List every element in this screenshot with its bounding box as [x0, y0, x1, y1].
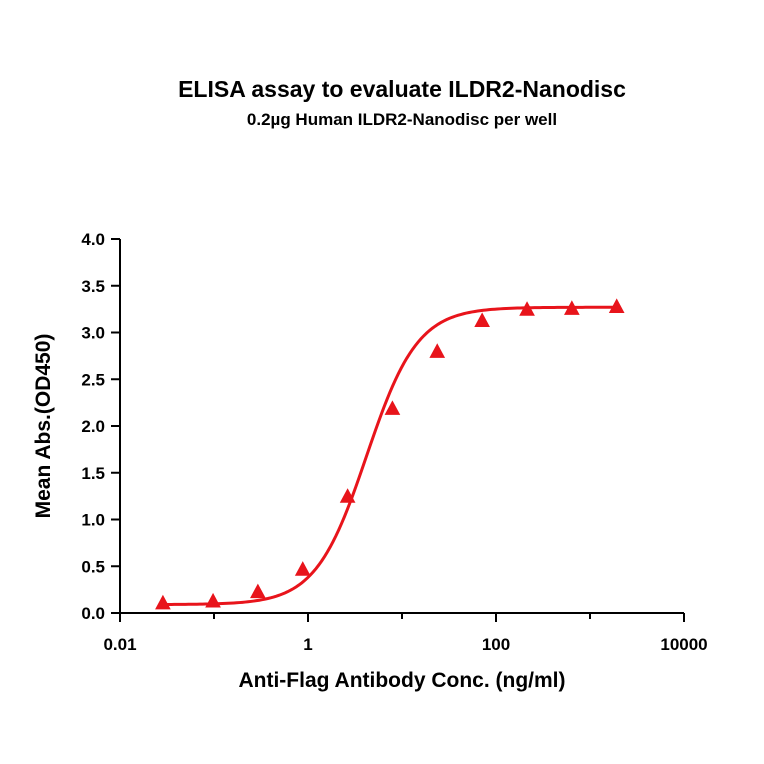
data-point: [384, 400, 401, 415]
fit-curve: [162, 305, 617, 606]
data-point: [294, 561, 311, 576]
axes: 0.0 0.5 1.0 1.5 2.0 2.5 3.0 3.5 4.0 0.01 1 100 10000: [81, 230, 707, 654]
y-tick-label: 3.0: [81, 324, 105, 343]
x-tick-label: 10000: [660, 635, 707, 654]
x-tick-label: 1: [303, 635, 312, 654]
y-tick-label: 1.5: [81, 464, 105, 483]
y-tick-label: 0.5: [81, 557, 105, 576]
data-point: [250, 583, 266, 599]
y-tick-label: 4.0: [81, 230, 105, 249]
y-tick-label: 3.5: [81, 277, 105, 296]
data-point: [519, 301, 535, 316]
data-points: [155, 298, 625, 610]
data-point: [429, 343, 446, 358]
y-tick-label: 2.0: [81, 417, 105, 436]
data-point: [564, 300, 580, 315]
y-tick-label: 1.0: [81, 511, 105, 530]
chart-subtitle: 0.2µg Human ILDR2-Nanodisc per well: [247, 110, 557, 129]
y-tick-label: 0.0: [81, 604, 105, 623]
data-point: [155, 594, 171, 610]
data-point: [339, 488, 356, 503]
x-tick-label: 0.01: [103, 635, 136, 654]
x-axis-label: Anti-Flag Antibody Conc. (ng/ml): [238, 669, 565, 692]
data-point: [205, 592, 221, 608]
y-tick-label: 2.5: [81, 370, 105, 389]
x-tick-label: 100: [482, 635, 510, 654]
data-point: [608, 298, 625, 313]
y-axis-label: Mean Abs.(OD450): [32, 334, 55, 519]
data-point: [474, 312, 490, 327]
chart-title: ELISA assay to evaluate ILDR2-Nanodisc: [178, 76, 626, 102]
plot-area: 0.0 0.5 1.0 1.5 2.0 2.5 3.0 3.5 4.0 0.01 1 100 10000: [81, 230, 707, 654]
